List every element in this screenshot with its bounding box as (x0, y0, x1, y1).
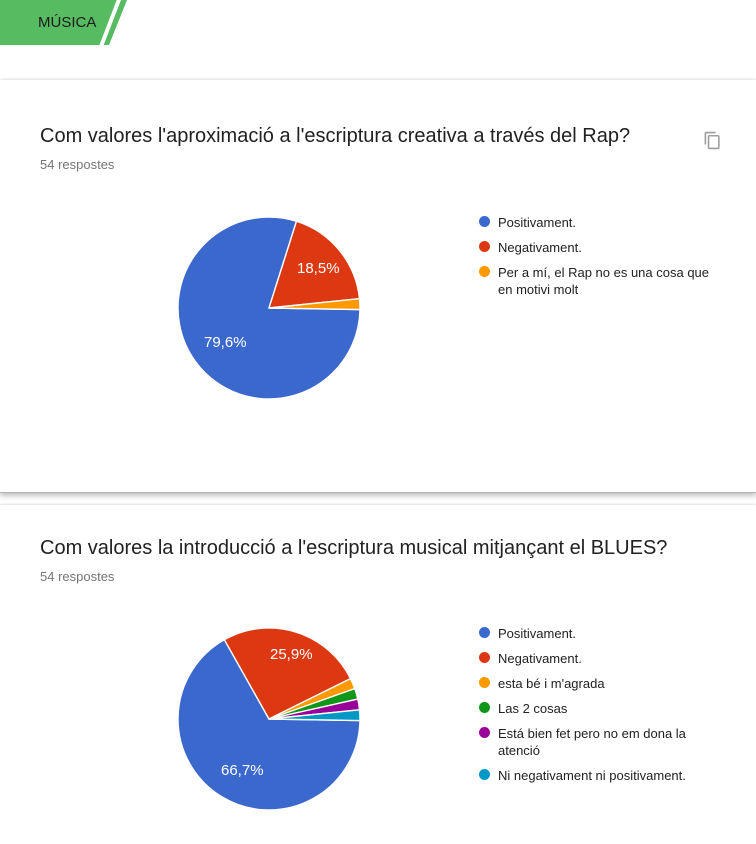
legend-color-dot (479, 727, 490, 738)
legend-color-dot (479, 216, 490, 227)
responses-count: 54 respostes (40, 569, 115, 584)
question-card-rap: Com valores l'aproximació a l'escriptura… (0, 80, 756, 493)
pie-chart-svg (177, 216, 361, 400)
legend-item: Está bien fet pero no em dona la atenció (479, 725, 729, 759)
pie-slice (268, 220, 361, 309)
chart-area: 25,9% 66,7% Positivament. Negativament. es… (0, 625, 756, 811)
legend-color-dot (479, 627, 490, 638)
responses-count: 54 respostes (40, 157, 115, 172)
legend-label: esta bé i m'agrada (498, 676, 605, 691)
legend-label: Las 2 cosas (498, 701, 568, 716)
content-copy-icon (703, 131, 722, 153)
legend-label: Negativament. (498, 240, 582, 255)
section-tab-label: MÚSICA (38, 14, 97, 31)
legend-label: Ni negativament ni positivament. (498, 768, 686, 783)
pie-slice-label-positivament: 66,7% (221, 762, 264, 779)
legend-item: Las 2 cosas (479, 700, 729, 717)
pie-slice (268, 709, 361, 722)
legend-item: Negativament. (479, 650, 729, 667)
pie-slice (177, 638, 361, 811)
pie-chart-blues: 25,9% 66,7% (177, 627, 361, 811)
legend-item: Negativament. (479, 239, 729, 256)
section-tab-musica: MÚSICA (0, 0, 127, 45)
legend-item: Ni negativament ni positivament. (479, 767, 729, 784)
legend-item: Positivament. (479, 214, 729, 231)
page-header: MÚSICA (0, 0, 756, 80)
question-title: Com valores la introducció a l'escriptur… (40, 537, 668, 559)
legend-item: Positivament. (479, 625, 729, 642)
legend-item: esta bé i m'agrada (479, 675, 729, 692)
pie-chart-rap: 18,5% 79,6% (177, 216, 361, 400)
legend-color-dot (479, 702, 490, 713)
legend-label: Positivament. (498, 626, 577, 641)
pie-slice-label-positivament: 79,6% (204, 334, 247, 351)
legend-label: Positivament. (498, 215, 577, 230)
question-header: Com valores la introducció a l'escriptur… (0, 505, 756, 584)
pie-chart-svg (177, 627, 361, 811)
legend-color-dot (479, 652, 490, 663)
legend-item: Per a mí, el Rap no es una cosa que en m… (479, 264, 729, 298)
legend-label: Per a mí, el Rap no es una cosa que en m… (498, 265, 710, 297)
question-header: Com valores l'aproximació a l'escriptura… (0, 80, 756, 172)
question-title: Com valores l'aproximació a l'escriptura… (40, 125, 631, 147)
chart-legend: Positivament. Negativament. esta bé i m'ag… (479, 625, 729, 792)
pie-slice (223, 627, 352, 720)
legend-label: Está bien fet pero no em dona la atenció (498, 726, 686, 758)
legend-color-dot (479, 769, 490, 780)
copy-responses-button[interactable] (700, 130, 724, 154)
legend-color-dot (479, 677, 490, 688)
question-card-blues: Com valores la introducció a l'escriptur… (0, 505, 756, 844)
pie-slice-label-negativament: 18,5% (297, 260, 340, 277)
legend-color-dot (479, 241, 490, 252)
pie-slice (268, 298, 361, 311)
chart-area: 18,5% 79,6% Positivament. Negativament. Pe… (0, 214, 756, 400)
chart-legend: Positivament. Negativament. Per a mí, el R… (479, 214, 729, 306)
legend-label: Negativament. (498, 651, 582, 666)
pie-slice-label-negativament: 25,9% (270, 646, 313, 663)
legend-color-dot (479, 266, 490, 277)
